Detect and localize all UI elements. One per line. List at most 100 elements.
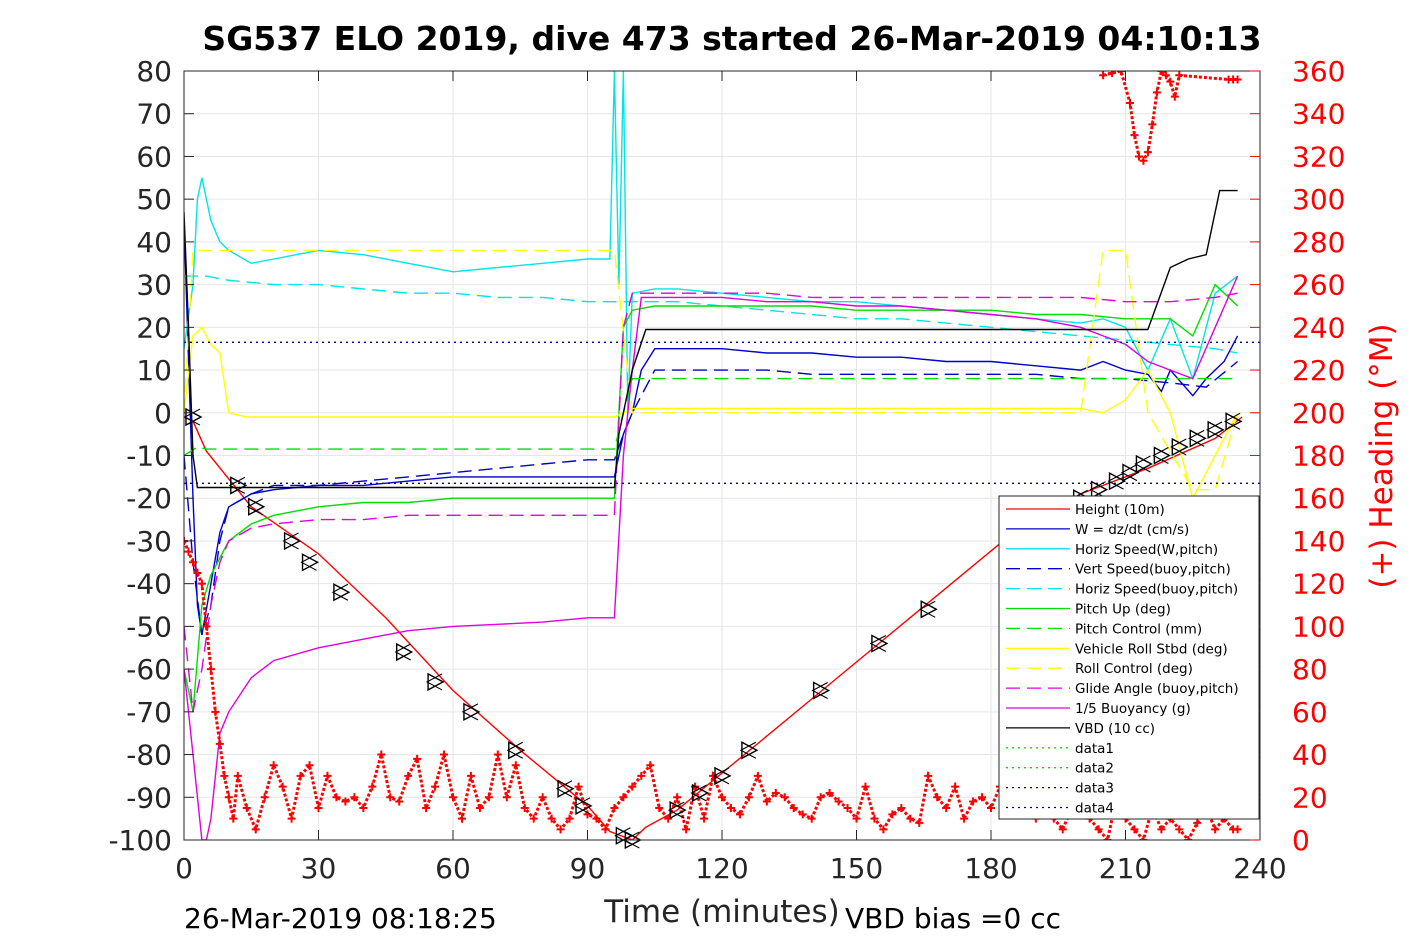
y2-tick-label-6: 120 xyxy=(1292,568,1345,601)
heading-point-9 xyxy=(220,771,229,780)
x-tick-label-2: 60 xyxy=(435,852,471,885)
triangle-marker-27 xyxy=(1170,437,1189,457)
heading-point-124 xyxy=(1233,825,1242,834)
y2-tick-label-14: 280 xyxy=(1292,226,1345,259)
legend-entry-8: Roll Control (deg) xyxy=(1075,661,1193,677)
y2-tick-label-8: 160 xyxy=(1292,482,1345,515)
heading-point-75 xyxy=(798,810,807,819)
y-tick-label-2: -80 xyxy=(126,739,172,772)
y2-tick-label-12: 240 xyxy=(1292,311,1345,344)
triangle-marker-6 xyxy=(394,642,414,662)
triangle-marker-16 xyxy=(712,766,732,786)
heading-point-41 xyxy=(493,750,502,759)
heading-upper-point-6 xyxy=(1139,156,1148,165)
heading-point-25 xyxy=(350,793,359,802)
legend-entry-3: Vert Speed(buoy,pitch) xyxy=(1075,562,1231,578)
y-tick-label-16: 60 xyxy=(136,140,172,173)
heading-point-11 xyxy=(229,814,238,823)
triangle-marker-7 xyxy=(425,672,445,692)
legend-entry-13: data2 xyxy=(1075,761,1114,777)
heading-point-84 xyxy=(879,825,888,834)
chart-title: SG537 ELO 2019, dive 473 started 26-Mar-… xyxy=(202,19,1261,58)
legend-entry-14: data3 xyxy=(1075,781,1114,797)
heading-point-83 xyxy=(870,814,879,823)
series-line-11 xyxy=(184,189,1238,489)
heading-point-28 xyxy=(377,750,386,759)
heading-point-29 xyxy=(386,793,395,802)
x-tick-label-0: 0 xyxy=(175,852,193,885)
heading-upper-point-10 xyxy=(1157,71,1166,75)
series-line-9 xyxy=(184,292,1238,712)
triangle-marker-28 xyxy=(1188,429,1207,448)
x-tick-label-5: 150 xyxy=(830,852,883,885)
legend-entry-1: W = dz/dt (cm/s) xyxy=(1075,522,1189,538)
heading-point-66 xyxy=(718,793,726,802)
heading-point-15 xyxy=(260,793,269,802)
heading-point-90 xyxy=(933,793,942,802)
heading-point-49 xyxy=(565,814,574,823)
heading-upper-point-12 xyxy=(1166,77,1175,86)
heading-point-61 xyxy=(673,793,682,802)
heading-trace xyxy=(184,540,1238,840)
y-tick-label-12: 20 xyxy=(136,311,172,344)
x-tick-label-4: 120 xyxy=(695,852,748,885)
y2-tick-label-17: 340 xyxy=(1292,98,1345,131)
y-tick-label-14: 40 xyxy=(136,226,172,259)
y2-tick-label-11: 220 xyxy=(1292,354,1345,387)
series-line-2 xyxy=(184,71,1239,413)
y2-tick-label-4: 80 xyxy=(1292,653,1328,686)
heading-point-36 xyxy=(449,793,457,802)
x-tick-label-7: 210 xyxy=(1099,852,1152,885)
y2-tick-label-13: 260 xyxy=(1292,269,1345,302)
heading-point-47 xyxy=(547,814,556,823)
heading-point-22 xyxy=(323,771,332,780)
heading-point-93 xyxy=(960,814,969,823)
heading-point-72 xyxy=(771,789,780,798)
heading-point-119 xyxy=(1193,818,1202,827)
triangle-marker-18 xyxy=(811,681,831,700)
heading-point-32 xyxy=(413,754,422,763)
heading-point-44 xyxy=(520,803,529,812)
heading-upper-point-2 xyxy=(1117,71,1126,75)
y2-tick-label-5: 100 xyxy=(1292,610,1345,643)
footer-vbd-bias: VBD bias =0 cc xyxy=(845,902,1061,935)
heading-trace-upper xyxy=(1102,71,1238,164)
x-tick-label-6: 180 xyxy=(964,852,1017,885)
heading-point-37 xyxy=(457,814,466,823)
heading-point-16 xyxy=(269,761,278,770)
heading-point-77 xyxy=(816,793,825,802)
heading-point-59 xyxy=(655,803,664,812)
heading-point-69 xyxy=(744,793,753,802)
series-line-3 xyxy=(184,360,1239,636)
heading-point-51 xyxy=(583,810,592,819)
heading-point-18 xyxy=(287,814,296,823)
legend-entry-15: data4 xyxy=(1075,801,1114,817)
triangle-marker-9 xyxy=(506,741,526,760)
series-line-5 xyxy=(184,283,1239,712)
heading-point-7 xyxy=(211,707,220,716)
heading-upper-point-1 xyxy=(1108,71,1117,78)
y-tick-label-15: 50 xyxy=(136,183,172,216)
heading-point-57 xyxy=(637,771,646,780)
y-tick-label-7: -30 xyxy=(126,525,172,558)
triangle-marker-24 xyxy=(1120,463,1140,482)
heading-upper-point-4 xyxy=(1130,131,1139,140)
legend-entry-2: Horiz Speed(W,pitch) xyxy=(1075,542,1218,558)
heading-point-21 xyxy=(314,803,323,812)
y2-tick-label-10: 200 xyxy=(1292,397,1345,430)
footer-timestamp: 26-Mar-2019 08:18:25 xyxy=(184,902,497,935)
heading-point-20 xyxy=(305,761,314,770)
heading-point-10 xyxy=(224,793,233,802)
heading-point-43 xyxy=(511,761,520,770)
y2-axis-ticks: 0 20 40 60 80 100 120 140 160 180 200 220 240 260 280 3… xyxy=(1250,55,1345,857)
triangle-marker-22 xyxy=(1089,480,1109,499)
triangle-marker-17 xyxy=(739,741,759,760)
y-tick-label-6: -40 xyxy=(126,568,172,601)
heading-point-70 xyxy=(753,771,762,780)
heading-point-96 xyxy=(987,803,995,812)
heading-point-38 xyxy=(466,771,475,780)
y-tick-label-10: 0 xyxy=(154,397,172,430)
heading-point-42 xyxy=(502,793,511,802)
heading-upper-point-5 xyxy=(1134,152,1143,161)
